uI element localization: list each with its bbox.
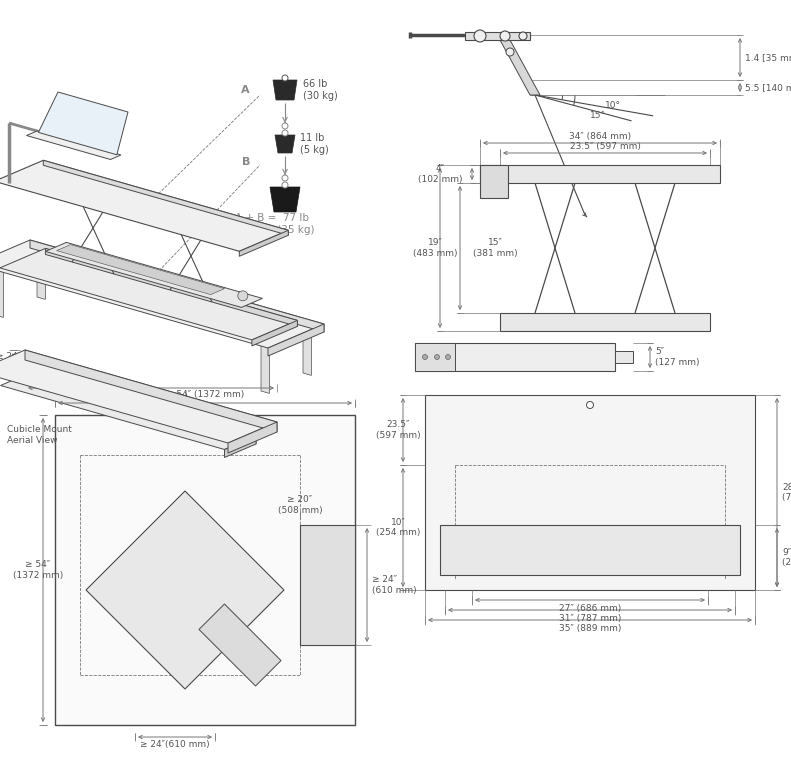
Text: 5″
(127 mm): 5″ (127 mm) <box>655 347 699 367</box>
Circle shape <box>422 355 427 359</box>
Polygon shape <box>500 40 540 95</box>
Polygon shape <box>32 372 256 444</box>
Text: 19″
(483 mm): 19″ (483 mm) <box>413 238 457 258</box>
Polygon shape <box>45 249 297 327</box>
Text: LB
kg: LB kg <box>279 190 291 208</box>
Circle shape <box>282 175 288 181</box>
Text: 9″
(229 mm): 9″ (229 mm) <box>782 548 791 567</box>
Bar <box>415 343 455 371</box>
Circle shape <box>474 30 486 42</box>
Text: 66 lb
(30 kg): 66 lb (30 kg) <box>303 79 338 101</box>
Polygon shape <box>0 350 277 443</box>
Circle shape <box>506 48 514 56</box>
Polygon shape <box>0 265 3 318</box>
Bar <box>500 313 710 331</box>
Polygon shape <box>225 436 256 458</box>
Text: ≥ 54″ (1372 mm): ≥ 54″ (1372 mm) <box>166 390 244 399</box>
Text: ≥ 24″
(610 mm): ≥ 24″ (610 mm) <box>0 352 30 371</box>
Polygon shape <box>1 372 256 449</box>
Text: ≥ 20″
(508 mm): ≥ 20″ (508 mm) <box>278 495 322 515</box>
Text: ≥ 24″(610 mm): ≥ 24″(610 mm) <box>140 741 210 750</box>
Bar <box>300 525 355 645</box>
Polygon shape <box>273 80 297 100</box>
Polygon shape <box>261 341 270 393</box>
Polygon shape <box>39 92 128 155</box>
Text: ≥ 35″ (889 mm): ≥ 35″ (889 mm) <box>115 391 187 400</box>
Circle shape <box>282 130 288 136</box>
Text: 15°: 15° <box>590 111 606 120</box>
Bar <box>55 415 355 725</box>
Text: A: A <box>241 85 250 95</box>
Text: 5.5 [140 mm]: 5.5 [140 mm] <box>745 83 791 92</box>
Circle shape <box>282 123 288 129</box>
Text: 27″ (686 mm): 27″ (686 mm) <box>559 603 621 612</box>
Text: A + B =  77 lb
             (35 kg): A + B = 77 lb (35 kg) <box>235 213 315 235</box>
Polygon shape <box>228 422 277 453</box>
Text: 34″ (864 mm): 34″ (864 mm) <box>569 131 631 140</box>
Text: B: B <box>241 157 250 167</box>
Text: 23.5″
(597 mm): 23.5″ (597 mm) <box>376 420 420 440</box>
Polygon shape <box>303 323 312 375</box>
Polygon shape <box>0 160 288 252</box>
Polygon shape <box>0 249 297 340</box>
Polygon shape <box>45 243 263 308</box>
Text: Cubicle Mount
Aerial View: Cubicle Mount Aerial View <box>7 425 72 445</box>
Polygon shape <box>30 240 324 332</box>
Polygon shape <box>25 350 277 432</box>
Text: ≥ 54″
(1372 mm): ≥ 54″ (1372 mm) <box>13 560 63 580</box>
Text: LB
kg: LB kg <box>280 83 290 96</box>
Polygon shape <box>86 491 284 689</box>
Polygon shape <box>275 135 295 153</box>
Circle shape <box>238 291 248 301</box>
Circle shape <box>282 182 288 188</box>
Polygon shape <box>199 604 281 686</box>
Text: 1.4 [35 mm]: 1.4 [35 mm] <box>745 53 791 62</box>
Circle shape <box>445 355 451 359</box>
Bar <box>415 343 615 371</box>
Polygon shape <box>37 247 45 299</box>
Text: 28″
(711 mm): 28″ (711 mm) <box>782 483 791 503</box>
Circle shape <box>282 75 288 81</box>
Bar <box>480 165 720 183</box>
Text: 10°: 10° <box>605 101 621 109</box>
Bar <box>440 525 740 575</box>
Text: 4″
(102 mm): 4″ (102 mm) <box>418 164 462 183</box>
Circle shape <box>434 355 440 359</box>
Polygon shape <box>268 324 324 356</box>
Polygon shape <box>0 240 324 348</box>
Bar <box>480 165 508 198</box>
Polygon shape <box>57 245 225 295</box>
Text: 11 lb
(5 kg): 11 lb (5 kg) <box>300 133 329 155</box>
Polygon shape <box>270 187 300 212</box>
Text: 31″ (787 mm): 31″ (787 mm) <box>558 613 621 622</box>
Text: 35″ (889 mm): 35″ (889 mm) <box>558 624 621 632</box>
Bar <box>615 351 633 363</box>
Circle shape <box>586 402 593 409</box>
Bar <box>465 32 530 40</box>
Text: ≥ 24″
(610 mm): ≥ 24″ (610 mm) <box>372 575 417 595</box>
Polygon shape <box>44 160 288 235</box>
Polygon shape <box>240 230 288 256</box>
Polygon shape <box>27 131 121 159</box>
Circle shape <box>500 31 510 41</box>
Bar <box>425 395 755 590</box>
Text: 10″
(254 mm): 10″ (254 mm) <box>376 518 420 537</box>
Circle shape <box>519 32 527 40</box>
Text: 23.5″ (597 mm): 23.5″ (597 mm) <box>570 142 641 151</box>
Text: LB
kg: LB kg <box>281 139 290 149</box>
Polygon shape <box>252 321 297 346</box>
Text: 15″
(381 mm): 15″ (381 mm) <box>473 238 517 258</box>
